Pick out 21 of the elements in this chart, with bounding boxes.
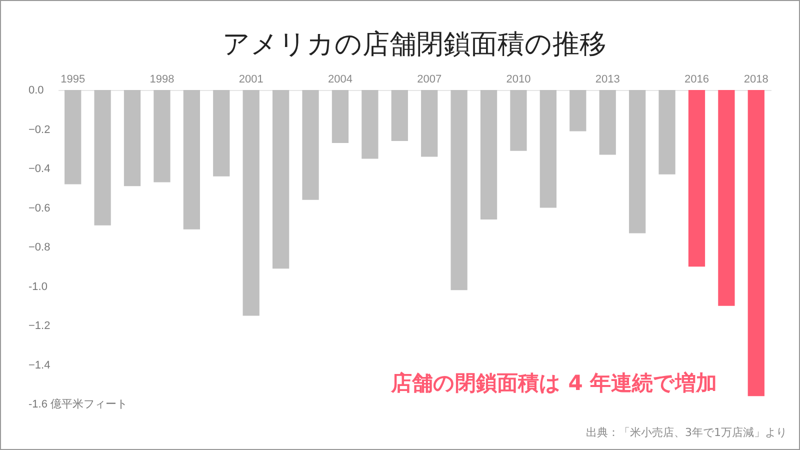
y-tick-label: 0.0 [28, 84, 44, 96]
source-note: 出典：「米小売店、3年で1万店減」より [586, 425, 787, 440]
annotation: 店舗の閉鎖面積は 4 年連続で増加 [391, 370, 718, 397]
chart-title: アメリカの店舗閉鎖面積の推移 [222, 29, 606, 60]
y-tick-label: −1.2 [28, 320, 50, 332]
x-tick-label: 2013 [595, 74, 620, 86]
y-tick-label: -1.6 億平米フィート [28, 398, 128, 410]
x-tick-label: 2004 [328, 74, 352, 86]
y-tick-label: −0.6 [28, 202, 50, 214]
y-tick-label: -1.0 [28, 280, 48, 293]
y-tick-label: −0.2 [28, 124, 50, 136]
x-tick-label: 2018 [744, 74, 768, 86]
y-tick-label: −0.8 [28, 242, 50, 254]
y-tick-label: −1.4 [28, 359, 50, 372]
x-tick-label: 2007 [417, 74, 442, 86]
x-tick-label: 2001 [238, 74, 264, 86]
x-tick-label: 1995 [60, 74, 86, 86]
y-tick-label: −0.4 [28, 163, 50, 175]
x-tick-label: 2010 [506, 74, 531, 86]
x-tick-label: 2016 [684, 74, 709, 86]
x-tick-label: 1998 [150, 74, 174, 86]
